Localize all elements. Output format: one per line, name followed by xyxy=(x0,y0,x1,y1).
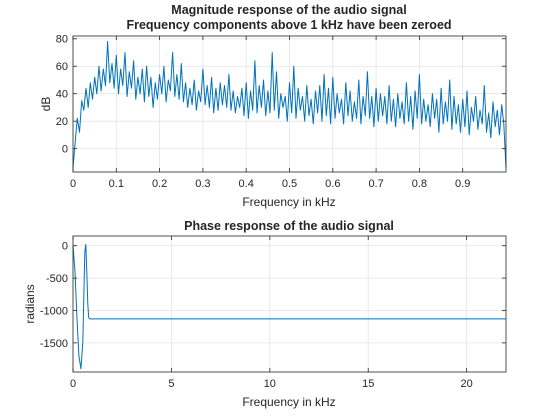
phase-ytick-label-3: 0 xyxy=(62,241,68,253)
phase-xtick-label-2: 10 xyxy=(264,378,276,390)
magnitude-ytick-label-2: 40 xyxy=(56,89,68,101)
magnitude-ytick-label-4: 80 xyxy=(56,34,68,46)
magnitude-ytick-label-0: 0 xyxy=(62,144,68,156)
magnitude-ytick-label-3: 60 xyxy=(56,61,68,73)
phase-ticks: 0 5 10 15 20 -1500 -1000 -500 0 xyxy=(40,236,506,390)
magnitude-axes: Magnitude response of the audio signal F… xyxy=(39,3,507,209)
phase-xtick-label-0: 0 xyxy=(70,378,76,390)
magnitude-xtick-label-4: 0.4 xyxy=(239,178,254,190)
magnitude-xtick-label-1: 0.1 xyxy=(109,178,124,190)
magnitude-grid xyxy=(72,36,506,172)
phase-ytick-label-2: -500 xyxy=(46,273,68,285)
phase-xtick-label-1: 5 xyxy=(168,378,174,390)
phase-xtick-label-4: 20 xyxy=(461,378,473,390)
magnitude-ylabel: dB xyxy=(39,97,53,112)
phase-trace xyxy=(72,243,506,370)
phase-ytick-label-0: -1500 xyxy=(40,338,68,350)
magnitude-xtick-label-2: 0.2 xyxy=(152,178,167,190)
magnitude-ticks: 0 0.1 0.2 0.3 0.4 0.5 0.6 0.7 0.8 0.9 0 20 40 60 80 xyxy=(56,34,506,190)
magnitude-title: Magnitude response of the audio signal xyxy=(171,3,406,17)
phase-ylabel: radians xyxy=(23,284,37,323)
phase-axes: Phase response of the audio signal 0 5 10 1… xyxy=(23,219,507,409)
phase-title: Phase response of the audio signal xyxy=(184,219,394,233)
magnitude-xtick-label-5: 0.5 xyxy=(282,178,297,190)
magnitude-xtick-label-6: 0.6 xyxy=(325,178,340,190)
magnitude-subtitle: Frequency components above 1 kHz have be… xyxy=(126,18,451,32)
phase-xtick-label-3: 15 xyxy=(362,378,374,390)
magnitude-xtick-label-3: 0.3 xyxy=(195,178,210,190)
magnitude-xtick-label-8: 0.8 xyxy=(412,178,427,190)
phase-plot-frame xyxy=(72,235,507,373)
phase-xlabel: Frequency in kHz xyxy=(242,395,335,409)
magnitude-trace xyxy=(72,41,507,168)
magnitude-xtick-label-0: 0 xyxy=(70,178,76,190)
phase-grid xyxy=(72,236,506,372)
magnitude-xtick-label-7: 0.7 xyxy=(368,178,383,190)
magnitude-xlabel: Frequency in kHz xyxy=(242,195,335,209)
magnitude-xtick-label-9: 0.9 xyxy=(455,178,470,190)
magnitude-ytick-label-1: 20 xyxy=(56,116,68,128)
phase-ytick-label-1: -1000 xyxy=(40,305,68,317)
